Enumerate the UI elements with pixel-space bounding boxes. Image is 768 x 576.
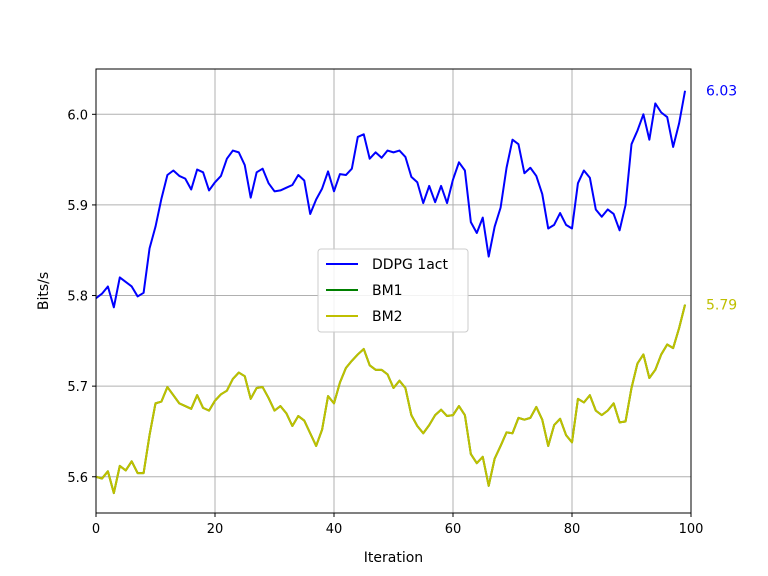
x-tick-label: 20 xyxy=(207,522,224,537)
y-axis-label: Bits/s xyxy=(36,272,52,310)
x-tick-label: 40 xyxy=(326,522,343,537)
y-tick-label: 6.0 xyxy=(67,108,88,123)
y-tick-label: 5.9 xyxy=(67,199,88,214)
legend-label: BM1 xyxy=(372,283,403,299)
legend: DDPG 1act BM1 BM2 xyxy=(317,248,469,333)
x-tick-label: 100 xyxy=(679,522,704,537)
series-lines xyxy=(95,90,687,495)
legend-label: BM2 xyxy=(372,309,403,325)
series-line-bm2 xyxy=(95,304,687,495)
legend-label: DDPG 1act xyxy=(372,257,448,273)
end-value-labels: 6.03 5.79 xyxy=(706,84,737,314)
plot-frame xyxy=(95,68,692,514)
end-value-label: 6.03 xyxy=(706,84,737,100)
x-tick-label: 60 xyxy=(445,522,462,537)
end-value-label: 5.79 xyxy=(706,298,737,314)
series-line-ddpg-1act xyxy=(95,90,687,309)
y-tick-label: 5.7 xyxy=(67,380,88,395)
series-line-bm1 xyxy=(95,304,687,495)
y-tick-label: 5.8 xyxy=(67,290,88,305)
y-tick-label: 5.6 xyxy=(67,471,88,486)
x-tick-label: 80 xyxy=(564,522,581,537)
x-axis-label: Iteration xyxy=(364,550,423,566)
x-tick-label: 0 xyxy=(92,522,100,537)
legend-box xyxy=(317,248,469,333)
axis-ticks: 0 20 40 60 80 100 5.6 5.7 5.8 5.9 6.0 xyxy=(67,108,703,537)
